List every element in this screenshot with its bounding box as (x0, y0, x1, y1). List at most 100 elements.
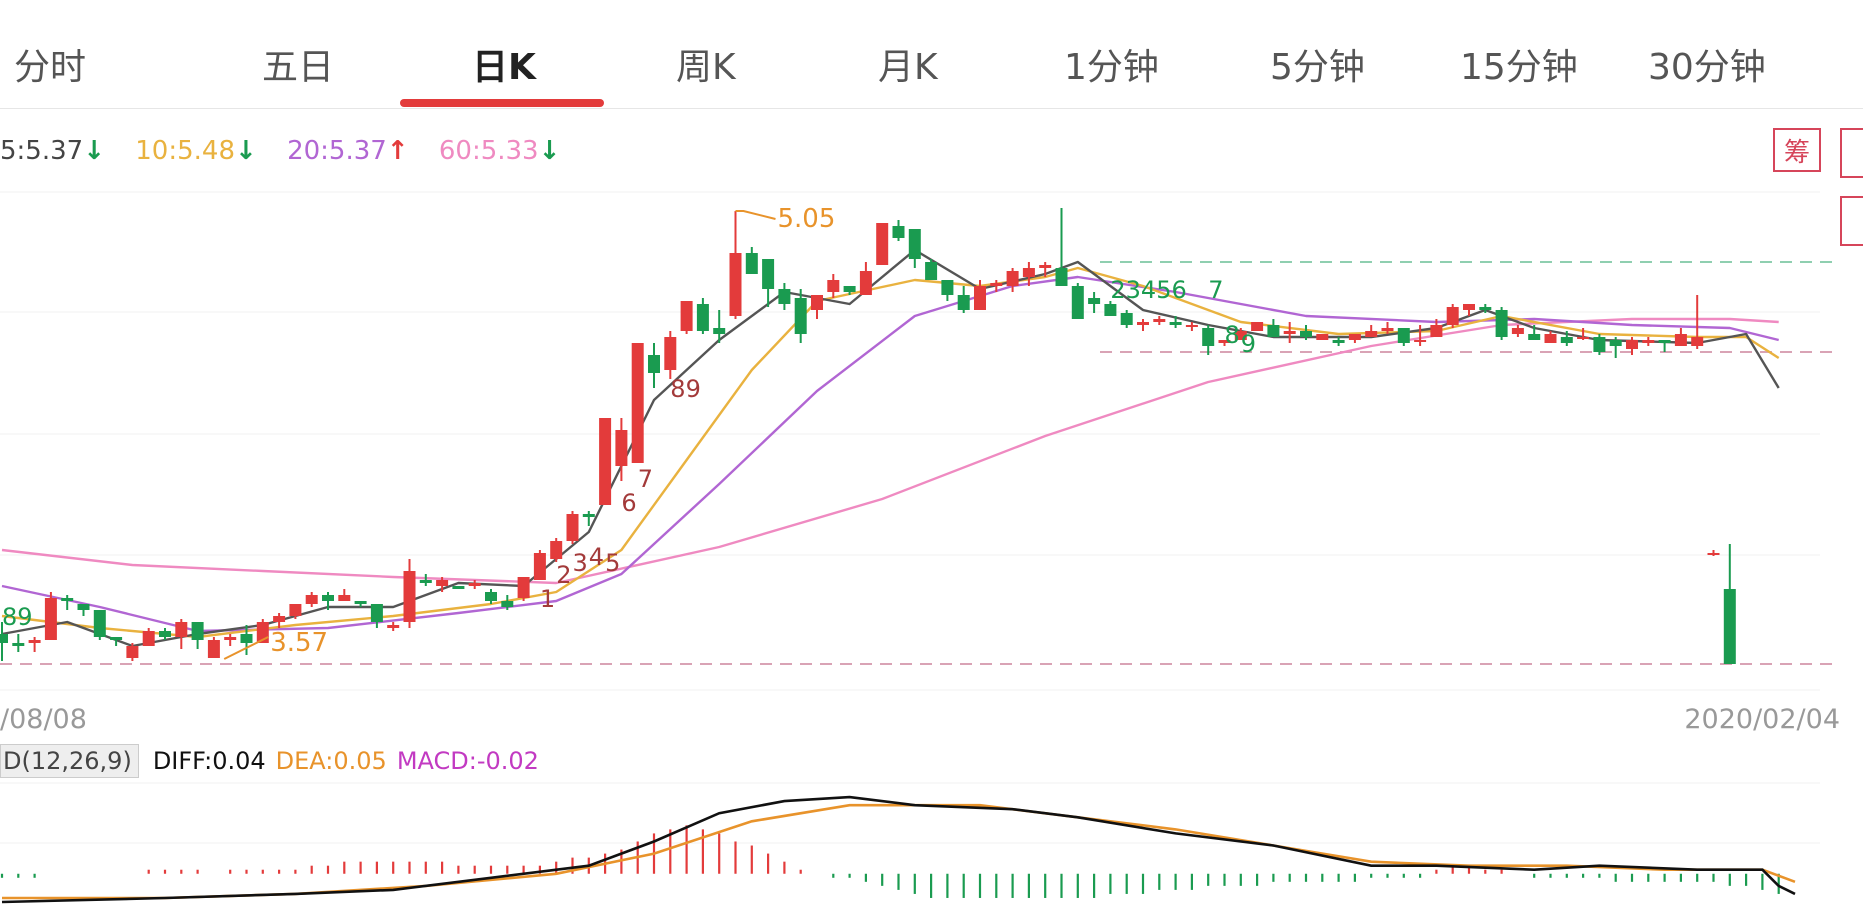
candle-body (1577, 337, 1590, 339)
candle-body (648, 355, 660, 373)
candle-body (696, 304, 709, 331)
tab-monthly-k[interactable]: 月K (878, 47, 938, 88)
diff-value: DIFF:0.04 (152, 747, 266, 775)
candle-body (387, 625, 400, 628)
active-tab-indicator (400, 99, 604, 107)
candle-body (1071, 286, 1084, 319)
candle-body (1560, 337, 1573, 343)
candle-body (1528, 334, 1541, 340)
candle-body (1300, 331, 1312, 337)
candle-body (370, 604, 383, 622)
candle-body (1332, 340, 1345, 343)
candle-body (485, 592, 497, 601)
candle-body (1365, 331, 1378, 337)
candle-body (990, 283, 1003, 286)
candle-body (1169, 322, 1182, 325)
td-sequence-label: 9 (1241, 330, 1256, 358)
candle-body (1593, 337, 1606, 352)
candle-body (191, 622, 204, 640)
td-sequence-label: 2 (556, 561, 571, 589)
candle-body (338, 595, 351, 601)
td-sequence-label: 6 (621, 489, 636, 517)
candle-body (93, 610, 106, 637)
td-sequence-label: 3 (573, 549, 588, 577)
tab-5min[interactable]: 5分钟 (1270, 47, 1365, 88)
candle-body (876, 223, 889, 265)
diff-line (1, 795, 1796, 904)
candle-body (1609, 340, 1622, 346)
candle-body (61, 598, 74, 601)
chip-distribution-button[interactable]: 筹 (1773, 128, 1821, 172)
candle-body (1658, 340, 1671, 343)
candle-body (1120, 313, 1133, 325)
candle-body (1022, 268, 1035, 277)
tab-15min[interactable]: 15分钟 (1460, 47, 1578, 88)
ma60-line (1, 317, 1779, 585)
candle-body (240, 634, 253, 643)
candle-body (1479, 307, 1492, 310)
ma20-line (1, 275, 1779, 633)
macd-params[interactable]: D(12,26,9) (0, 744, 139, 778)
candle-body (811, 295, 823, 310)
side-panel-handle-bottom[interactable] (1840, 196, 1863, 246)
candle-body (1446, 307, 1459, 325)
candle-body (566, 514, 579, 541)
candle-body (1202, 328, 1215, 346)
candle-body (664, 337, 677, 370)
candle-body (1642, 340, 1655, 343)
candle-body (941, 280, 954, 295)
candle-body (12, 643, 25, 646)
date-label-end: 2020/02/04 (1684, 704, 1840, 735)
candle-body (729, 253, 742, 316)
candle-body (1104, 304, 1117, 316)
candle-body (794, 298, 807, 334)
candle-body (0, 634, 8, 643)
candle-body (843, 286, 856, 292)
td-sequence-label: 7 (638, 465, 653, 493)
candle-body (1511, 328, 1524, 334)
candle-body (175, 622, 188, 637)
candle-body (1137, 322, 1149, 325)
candle-body (126, 646, 139, 658)
tab-daily-k[interactable]: 日K (472, 47, 536, 88)
candle-body (1348, 334, 1361, 340)
tab-30min[interactable]: 30分钟 (1648, 47, 1766, 88)
candle-body (28, 640, 41, 643)
candle-body (1674, 334, 1687, 346)
candle-body (517, 577, 530, 598)
tab-five-day[interactable]: 五日 (262, 47, 335, 88)
candle-body (1397, 328, 1410, 343)
tab-weekly-k[interactable]: 周K (676, 47, 736, 88)
tab-1min[interactable]: 1分钟 (1064, 47, 1159, 88)
candle-body (1251, 322, 1264, 331)
candle-body (762, 259, 775, 289)
candle-body (44, 598, 57, 640)
ma60-legend: 60:5.33↓ (439, 136, 561, 166)
ma5-legend: 5:5.37↓ (0, 136, 105, 166)
candle-body (1544, 334, 1557, 343)
ma5-value: 5:5.37 (0, 136, 84, 166)
candle-body (224, 637, 237, 640)
candle-body (1234, 331, 1247, 340)
high-price-annotation: 5.05 (778, 204, 836, 234)
side-panel-handle-top[interactable] (1840, 128, 1863, 178)
td-sequence-label: 4 (589, 543, 604, 571)
candle-body (322, 595, 334, 601)
candle-body (1463, 304, 1475, 310)
candle-body (1039, 265, 1052, 268)
macd-value: MACD:-0.02 (396, 747, 539, 775)
candle-body (974, 286, 986, 310)
tab-intraday[interactable]: 分时 (14, 47, 87, 88)
candle-body (1723, 589, 1736, 664)
price-annotation-pointer (735, 210, 776, 220)
candle-body (273, 616, 286, 622)
candle-body (680, 301, 693, 331)
candle-body (1707, 553, 1720, 555)
price-annotation-pointer (223, 636, 269, 660)
candle-body (403, 571, 416, 622)
candle-body (1381, 328, 1394, 331)
candle-body (778, 289, 791, 304)
candle-body (745, 253, 758, 274)
candle-body (159, 631, 171, 637)
